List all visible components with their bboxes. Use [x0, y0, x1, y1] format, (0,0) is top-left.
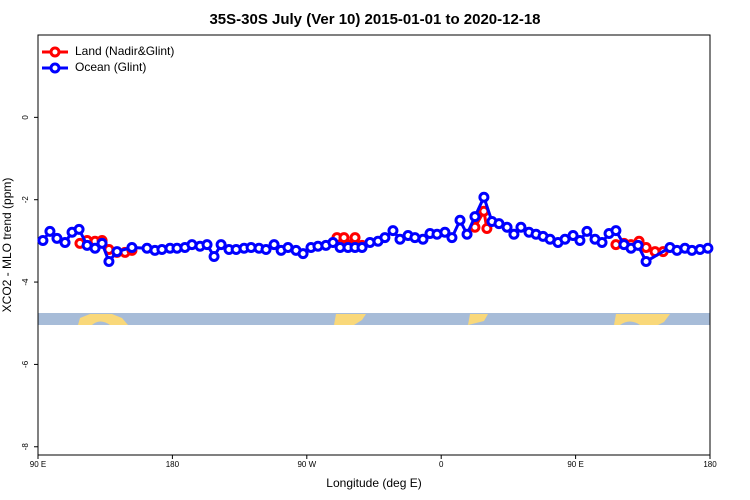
legend-label: Ocean (Glint) [75, 60, 146, 74]
x-tick-label: 180 [166, 460, 180, 469]
point [37, 234, 49, 246]
x-tick-label: 90 E [30, 460, 46, 469]
point [201, 239, 213, 251]
point [439, 226, 451, 238]
point [59, 237, 71, 249]
point [327, 237, 339, 249]
point [268, 239, 280, 251]
point [356, 241, 368, 253]
y-axis-title: XCO2 - MLO trend (ppm) [0, 178, 14, 313]
point [481, 223, 493, 235]
y-tick-label: -6 [21, 360, 30, 368]
point [349, 232, 361, 244]
x-tick-label: 90 E [567, 460, 583, 469]
y-tick-label: -4 [21, 278, 30, 286]
point [260, 244, 272, 256]
point [640, 255, 652, 267]
point [111, 246, 123, 258]
point [89, 242, 101, 254]
land-mask [38, 313, 710, 325]
point [215, 239, 227, 251]
point [446, 232, 458, 244]
chart-title: 35S-30S July (Ver 10) 2015-01-01 to 2020… [209, 11, 540, 28]
point [508, 228, 520, 240]
point [610, 225, 622, 237]
x-tick-label: 90 W [297, 460, 316, 469]
point [702, 242, 714, 254]
point [596, 237, 608, 249]
point [379, 232, 391, 244]
x-tick-label: 180 [703, 460, 717, 469]
point [574, 234, 586, 246]
legend-label: Land (Nadir&Glint) [75, 44, 174, 58]
point [515, 221, 527, 233]
y-tick-label: -2 [21, 196, 30, 204]
point [469, 211, 481, 223]
point [51, 232, 63, 244]
point [103, 255, 115, 267]
point [478, 191, 490, 203]
y-tick-label: -8 [21, 443, 30, 451]
point [208, 251, 220, 263]
legend: Land (Nadir&Glint) Ocean (Glint) [42, 44, 174, 74]
point [632, 239, 644, 251]
point [44, 225, 56, 237]
legend-marker [49, 46, 61, 58]
point [567, 230, 579, 242]
y-tick-label: 0 [21, 115, 30, 120]
point [126, 241, 138, 253]
point [73, 223, 85, 235]
point [417, 233, 429, 245]
point [387, 225, 399, 237]
x-axis-title: Longitude (deg E) [326, 476, 421, 490]
point [454, 214, 466, 226]
point [501, 221, 513, 233]
point [581, 225, 593, 237]
x-tick-label: 0 [439, 460, 444, 469]
point [297, 248, 309, 260]
legend-marker [49, 62, 61, 74]
point [96, 237, 108, 249]
point [461, 228, 473, 240]
